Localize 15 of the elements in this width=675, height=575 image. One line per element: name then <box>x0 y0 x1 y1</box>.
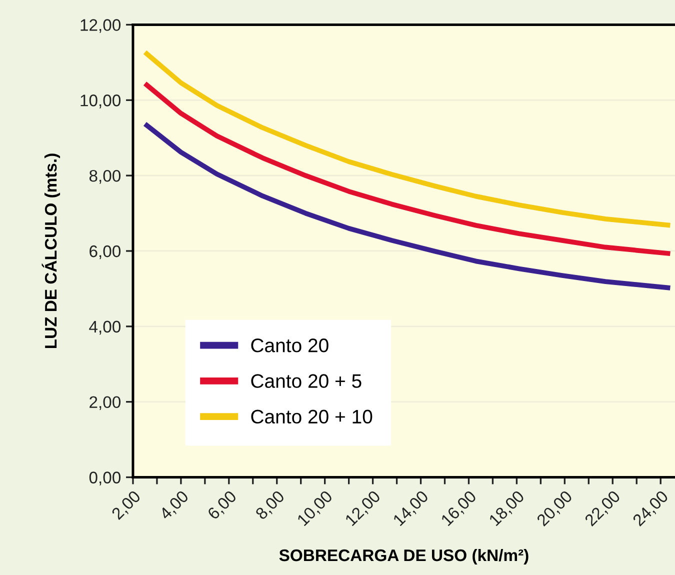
legend-label: Canto 20 + 5 <box>251 374 362 388</box>
x-tick-label: 6,00 <box>206 490 238 522</box>
legend-label: Canto 20 + 10 <box>251 410 372 424</box>
x-tick-label: 4,00 <box>158 490 191 522</box>
y-axis-title: LUZ DE CÁLCULO (mts.) <box>42 154 60 348</box>
legend-label: Canto 20 <box>251 338 328 352</box>
y-tick-label: 6,00 <box>90 245 121 260</box>
x-tick-label: 8,00 <box>254 490 286 522</box>
y-tick-label: 10,00 <box>80 94 121 108</box>
y-tick-label: 2,00 <box>90 396 121 410</box>
y-tick-label: 12,00 <box>80 19 121 33</box>
y-tick-label: 4,00 <box>89 320 121 335</box>
x-axis-title: SOBRECARGA DE USO (kN/m²) <box>279 548 528 565</box>
y-tick-label: 8,00 <box>89 170 121 184</box>
y-tick-label: 0,00 <box>89 472 121 486</box>
